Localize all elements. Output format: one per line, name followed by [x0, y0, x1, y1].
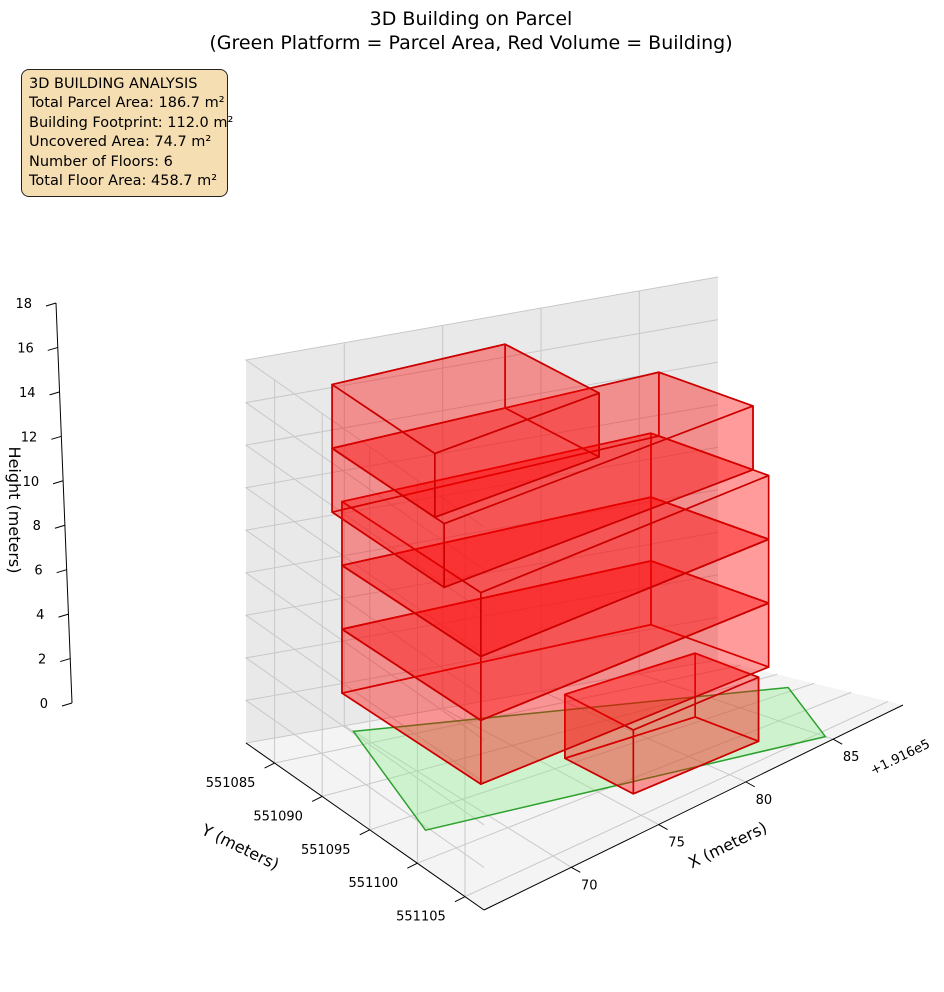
z-tick-mark-5 [52, 480, 64, 485]
building-box-4 [341, 432, 770, 658]
z-tick-mark-1 [60, 658, 71, 663]
building-box-3 [341, 496, 770, 722]
z-tick-label-7: 14 [19, 386, 36, 401]
y-tick-label-4: 551105 [396, 910, 446, 925]
x-axis-label: X (meters) [685, 818, 770, 872]
tick-labels: 70 75 80 85 551085 551090 551095 551100 551105 0 2… [15, 297, 859, 925]
z-tick-label-8: 16 [17, 341, 34, 356]
x-tick-label-2: 80 [756, 793, 773, 808]
y-axis-line [245, 742, 485, 911]
tick-marks [45, 302, 843, 903]
z-tick-mark-3 [56, 569, 67, 574]
z-tick-label-1: 2 [38, 653, 46, 668]
x-tick-mark-0 [571, 866, 581, 873]
chart-title-line2: (Green Platform = Parcel Area, Red Volum… [209, 32, 732, 54]
info-total-floor-area: Total Floor Area: 458.7 m² [29, 173, 218, 190]
info-building-footprint: Building Footprint: 112.0 m² [29, 114, 234, 131]
x-tick-label-0: 70 [581, 878, 598, 893]
parcel-polygon [352, 686, 827, 832]
y-tick-mark-1 [311, 795, 323, 802]
z-grid-line-5 [244, 446, 719, 698]
x-tick-mark-3 [832, 738, 843, 745]
info-number-of-floors: Number of Floors: 6 [29, 153, 173, 170]
building-box-6-face-5 [331, 343, 600, 455]
y-tick-label-2: 551095 [301, 843, 351, 858]
y-tick-label-0: 551085 [206, 776, 256, 791]
info-parcel-area: Total Parcel Area: 186.7 m² [29, 95, 225, 112]
y-tick-label-1: 551090 [253, 809, 303, 824]
z-tick-label-0: 0 [40, 697, 48, 712]
building-box-6 [331, 343, 600, 519]
parcel-platform [352, 686, 827, 832]
z-tick-label-2: 4 [36, 608, 44, 623]
z-tick-mark-8 [47, 346, 58, 351]
floor-pane [246, 660, 903, 910]
z-tick-mark-0 [61, 702, 73, 707]
building-box-2 [341, 560, 770, 785]
z-tick-mark-2 [58, 613, 69, 618]
chart-title-line1: 3D Building on Parcel [370, 8, 573, 30]
z-axis-line [55, 302, 73, 704]
analysis-info-box: 3D BUILDING ANALYSIS Total Parcel Area: … [21, 69, 234, 197]
x-offset-label: +1.916e5 [868, 737, 932, 779]
y-tick-mark-0 [264, 762, 275, 769]
y-tick-label-3: 551100 [349, 876, 399, 891]
info-heading: 3D BUILDING ANALYSIS [29, 76, 198, 92]
building-volume [331, 343, 770, 795]
building-box-1-face-5 [564, 652, 760, 731]
y-axis-label: Y (meters) [198, 820, 283, 874]
z-axis-label: Height (meters) [5, 447, 24, 574]
x-tick-label-1: 75 [668, 836, 685, 851]
x-tick-mark-1 [658, 824, 668, 831]
y-tick-mark-4 [454, 896, 466, 903]
z-tick-label-9: 18 [15, 297, 32, 312]
z-tick-mark-6 [51, 435, 62, 440]
z-tick-mark-7 [49, 391, 60, 396]
z-tick-label-5: 10 [23, 475, 40, 490]
z-tick-mark-4 [54, 524, 66, 529]
building-box-4-face-5 [341, 432, 770, 594]
z-tick-label-3: 6 [34, 564, 42, 579]
z-grid-line-9 [244, 276, 719, 528]
z-grid-line-6 [244, 404, 719, 656]
y-tick-mark-2 [359, 829, 370, 836]
y-tick-mark-3 [407, 862, 418, 869]
z-tick-label-4: 8 [33, 519, 41, 534]
info-uncovered-area: Uncovered Area: 74.7 m² [29, 134, 212, 151]
z-tick-label-6: 12 [21, 430, 38, 445]
z-grid-line-7 [244, 361, 719, 613]
z-tick-mark-9 [45, 302, 57, 307]
x-tick-mark-2 [745, 781, 756, 788]
building-box-1 [564, 652, 760, 795]
x-tick-label-3: 85 [843, 750, 860, 765]
z-grid-line-8 [244, 319, 719, 571]
building-box-5 [331, 371, 754, 589]
z-grid-line-2 [244, 574, 719, 826]
